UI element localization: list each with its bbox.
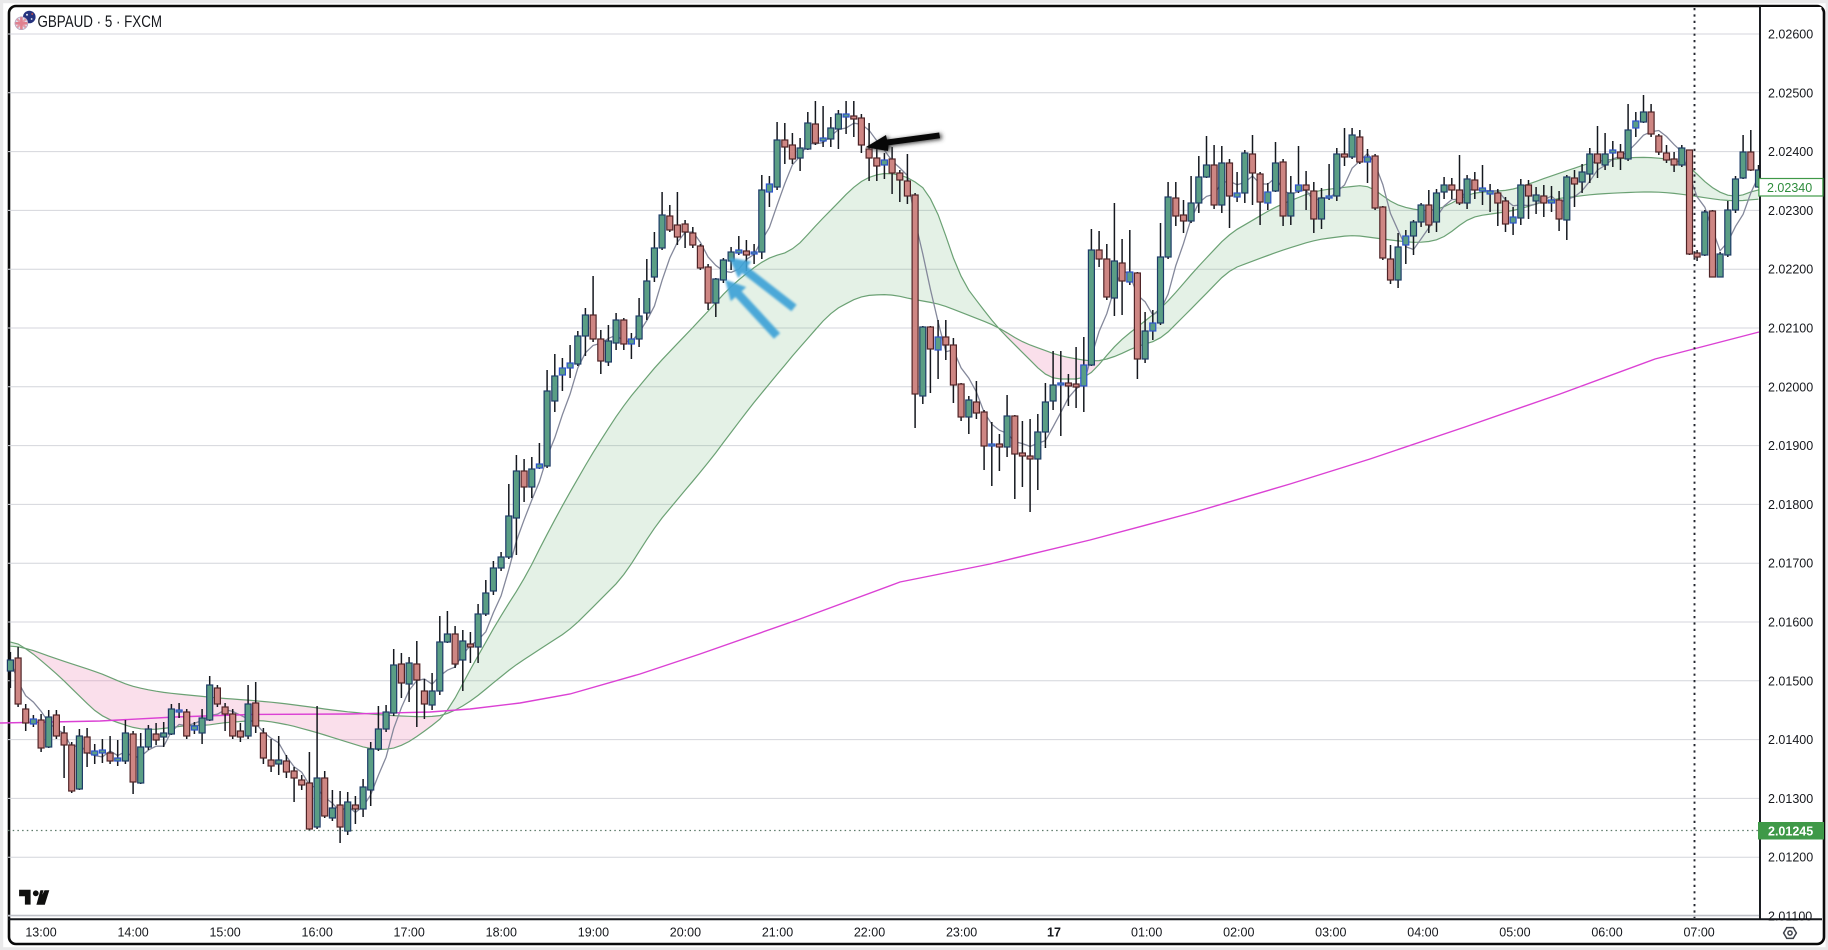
svg-text:01:00: 01:00 (1131, 926, 1162, 940)
svg-text:15:00: 15:00 (209, 926, 240, 940)
svg-text:2.01300: 2.01300 (1768, 792, 1813, 806)
svg-text:18:00: 18:00 (486, 926, 517, 940)
svg-text:06:00: 06:00 (1591, 926, 1622, 940)
svg-text:05:00: 05:00 (1499, 926, 1530, 940)
svg-text:2.01600: 2.01600 (1768, 616, 1813, 630)
svg-text:2.01245: 2.01245 (1768, 824, 1813, 838)
svg-text:2.02100: 2.02100 (1768, 322, 1813, 336)
svg-text:02:00: 02:00 (1223, 926, 1254, 940)
svg-text:2.02000: 2.02000 (1768, 380, 1813, 394)
svg-text:19:00: 19:00 (578, 926, 609, 940)
svg-text:22:00: 22:00 (854, 926, 885, 940)
svg-text:2.01700: 2.01700 (1768, 557, 1813, 571)
svg-text:2.01900: 2.01900 (1768, 439, 1813, 453)
svg-text:04:00: 04:00 (1407, 926, 1438, 940)
svg-text:2.01400: 2.01400 (1768, 733, 1813, 747)
svg-text:2.01800: 2.01800 (1768, 498, 1813, 512)
svg-text:2.02600: 2.02600 (1768, 28, 1813, 42)
svg-text:GBPAUD · 5 · FXCM: GBPAUD · 5 · FXCM (38, 13, 163, 31)
svg-text:14:00: 14:00 (117, 926, 148, 940)
svg-text:2.01200: 2.01200 (1768, 851, 1813, 865)
svg-text:16:00: 16:00 (302, 926, 333, 940)
svg-text:03:00: 03:00 (1315, 926, 1346, 940)
svg-text:2.02200: 2.02200 (1768, 263, 1813, 277)
svg-text:20:00: 20:00 (670, 926, 701, 940)
svg-text:23:00: 23:00 (946, 926, 977, 940)
svg-text:2.02400: 2.02400 (1768, 145, 1813, 159)
svg-text:2.01100: 2.01100 (1768, 910, 1812, 924)
svg-text:17:00: 17:00 (394, 926, 425, 940)
svg-text:2.02340: 2.02340 (1767, 181, 1812, 195)
svg-text:21:00: 21:00 (762, 926, 793, 940)
svg-text:2.02300: 2.02300 (1768, 204, 1813, 218)
svg-text:2.02500: 2.02500 (1768, 86, 1813, 100)
svg-text:17: 17 (1047, 926, 1061, 940)
svg-text:13:00: 13:00 (25, 926, 56, 940)
svg-text:07:00: 07:00 (1683, 926, 1714, 940)
svg-text:2.01500: 2.01500 (1768, 674, 1813, 688)
